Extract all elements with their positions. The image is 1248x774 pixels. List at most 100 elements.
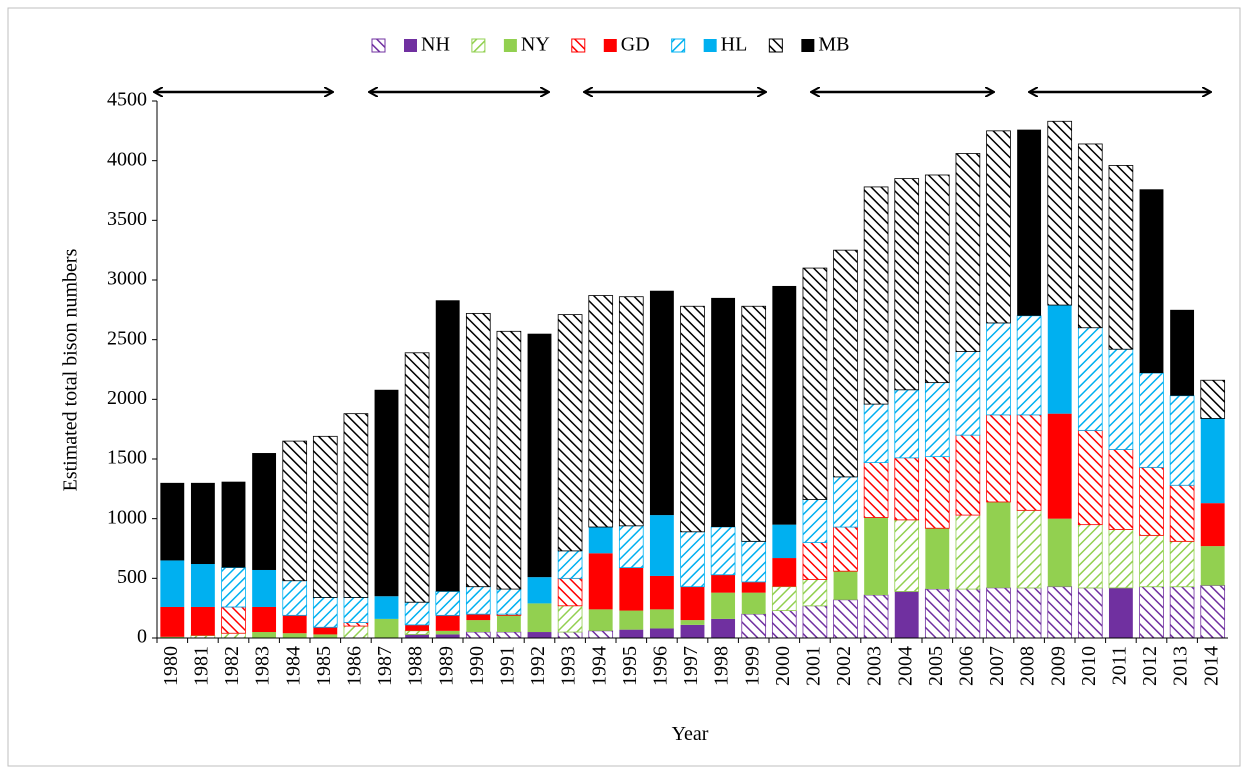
bar-segment (924, 382, 950, 458)
bar-segment (1200, 503, 1225, 547)
bar-segment (343, 622, 369, 627)
x-tick-label: 1986 (343, 646, 365, 686)
bar-segment (465, 313, 491, 588)
y-tick-label: 4000 (107, 148, 147, 170)
y-tick-label: 3000 (107, 268, 147, 290)
bar-segment (955, 514, 981, 590)
bar-segment (465, 631, 491, 639)
bar-segment (680, 305, 705, 533)
bar-segment (496, 615, 521, 633)
bar-segment (312, 597, 338, 628)
bar-segment (986, 501, 1011, 588)
bar-segment (435, 634, 460, 638)
y-tick-label: 3500 (107, 208, 147, 230)
x-tick-label: 1999 (741, 646, 763, 686)
bar-segment (1169, 540, 1195, 588)
bar-segment (619, 567, 644, 611)
bar-segment (802, 267, 828, 500)
bar-segment (802, 499, 828, 543)
bar-segment (1108, 165, 1134, 350)
bar-segment (894, 591, 919, 638)
legend-swatch-hatched (371, 38, 386, 53)
legend-swatch-hatched (768, 38, 783, 53)
bar-segment (741, 592, 766, 615)
x-tick-label: 1994 (588, 646, 610, 686)
bar-segment (894, 457, 920, 521)
y-tick-label: 500 (117, 566, 147, 588)
legend-swatch (703, 39, 717, 52)
bar-segment (1139, 534, 1164, 588)
x-tick-label: 1993 (558, 646, 580, 686)
bar-segment (955, 351, 981, 436)
bar-segment (925, 528, 950, 590)
legend-swatch-hatched (671, 38, 686, 53)
x-tick-label: 1988 (405, 646, 427, 686)
bar-segment (1169, 586, 1195, 639)
bar-segment (527, 577, 552, 604)
bar-segment (435, 591, 461, 616)
legend-swatch-hatched (471, 38, 486, 53)
bar-segment (986, 130, 1011, 324)
bar-segment (619, 629, 644, 638)
x-tick-label: 2012 (1139, 646, 1161, 686)
bar-segment (466, 620, 491, 633)
bar-segment (649, 290, 674, 516)
x-tick-label: 2003 (864, 646, 886, 686)
bar-segment (1016, 315, 1042, 416)
legend-swatch (404, 39, 417, 52)
bar-segment (618, 296, 644, 527)
bar-segment (1200, 379, 1226, 419)
bar-segment (221, 567, 246, 608)
bar-segment (221, 632, 246, 639)
bar-segment (680, 586, 705, 621)
bar-segment (374, 389, 399, 597)
bar-segment (374, 618, 399, 638)
bar-segment (1108, 529, 1134, 589)
bar-segment (435, 615, 460, 631)
bar-segment (802, 579, 828, 607)
bar-segment (282, 615, 307, 634)
bar-segment (465, 586, 491, 615)
bar-segment (863, 186, 889, 405)
bar-segment (588, 553, 613, 610)
bar-segment (863, 403, 889, 463)
legend-swatch (503, 39, 517, 52)
bar-segment (1077, 524, 1103, 589)
bar-segment (863, 462, 889, 518)
bar-segment (588, 527, 613, 554)
bar-segment (771, 610, 797, 639)
bar-segment (802, 542, 828, 580)
y-tick-label: 1500 (107, 447, 147, 469)
x-tick-label: 1991 (496, 646, 518, 686)
bar-segment (405, 634, 430, 638)
bar-segment (1139, 372, 1164, 468)
x-tick-label: 1996 (649, 646, 671, 686)
bar-segment (711, 618, 736, 638)
y-tick-label: 4500 (107, 89, 147, 111)
bar-segment (833, 249, 858, 478)
bar-segment (741, 581, 766, 593)
bar-segment (313, 627, 338, 635)
bar-segment (527, 603, 552, 633)
bar-segment (680, 624, 705, 638)
bar-segment (1016, 587, 1042, 639)
x-tick-label: 2013 (1170, 646, 1192, 686)
x-tick-label: 2005 (925, 646, 947, 686)
bar-segment (649, 628, 674, 638)
bar-segment (894, 519, 920, 592)
bar-segment (924, 588, 950, 639)
x-tick-label: 1981 (190, 646, 212, 686)
bar-segment (1108, 449, 1134, 530)
y-tick-label: 1000 (107, 506, 147, 528)
x-tick-label: 2008 (1017, 646, 1039, 686)
bar-segment (1200, 546, 1225, 586)
legend-label: MB (818, 34, 849, 56)
x-tick-label: 1984 (282, 646, 304, 686)
y-axis-title: Estimated total bison numbers (60, 248, 82, 491)
bar-segment (619, 610, 644, 630)
bar-segment (496, 588, 522, 615)
bar-segment (649, 609, 674, 629)
bar-segment (1170, 309, 1195, 396)
x-tick-label: 2006 (955, 646, 977, 686)
